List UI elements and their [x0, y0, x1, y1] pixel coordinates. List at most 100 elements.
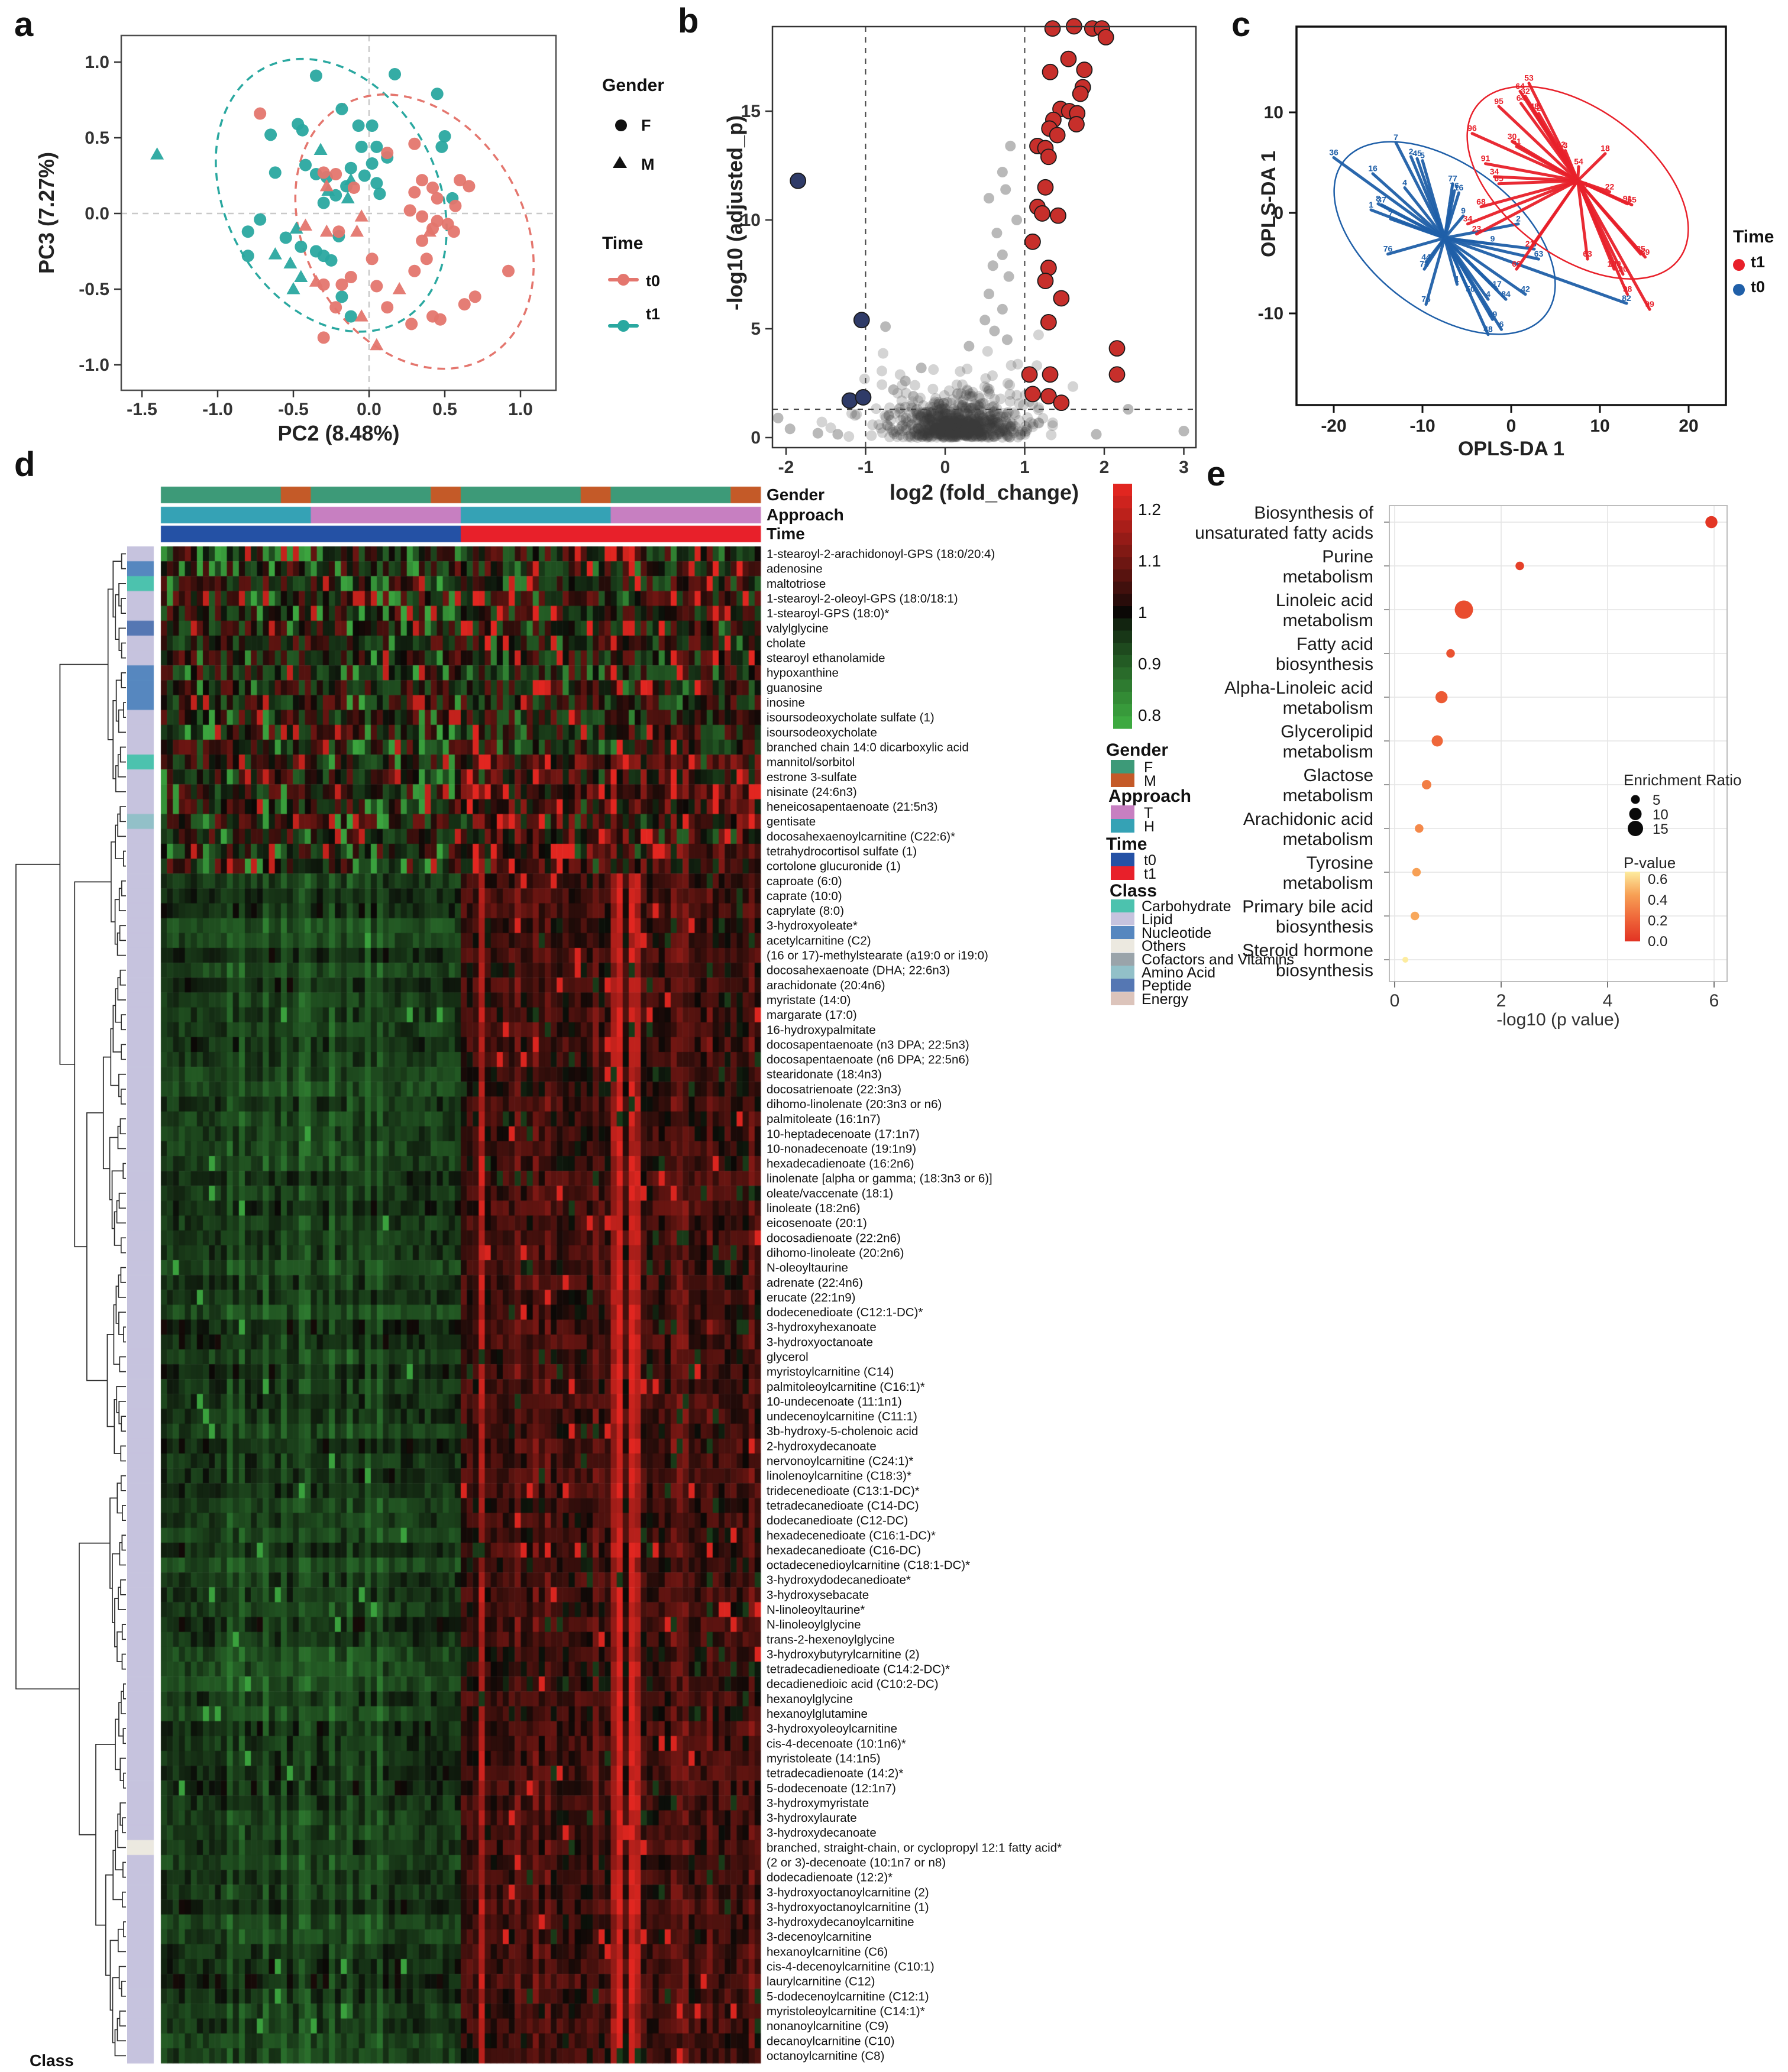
- c-ellipse-t0: [1333, 141, 1556, 335]
- b-ns-point: [984, 388, 995, 400]
- er-legend-dot: [1628, 821, 1643, 836]
- b-ns-point: [958, 394, 969, 406]
- b-ns-point: [984, 431, 995, 442]
- b-ns-point: [903, 416, 914, 428]
- b-ns-point: [965, 423, 976, 435]
- b-ns-point: [946, 421, 957, 432]
- b-ns-point: [977, 410, 988, 421]
- heatmap-row-label: 3-hydroxyoleoylcarnitine: [767, 1722, 897, 1736]
- b-ns-point: [1000, 184, 1011, 195]
- b-ns-point: [973, 411, 984, 422]
- heatmap-row-label: valylglycine: [767, 621, 829, 635]
- b-ns-point: [906, 432, 917, 443]
- e-pathway-label: biosynthesis: [1276, 655, 1373, 674]
- b-ns-point: [928, 424, 939, 435]
- d-legend-f-label: F: [1144, 759, 1153, 776]
- b-ns-point: [935, 414, 946, 425]
- heatmap-row-label: 3-hydroxydecanoylcarnitine: [767, 1915, 914, 1929]
- a-y-tick-label: 0.0: [85, 204, 109, 224]
- b-ns-point: [910, 414, 922, 425]
- c-y-tick-label: 0: [1273, 203, 1283, 223]
- b-ns-point: [942, 412, 953, 423]
- heatmap-row-label: 3-hydroxymyristate: [767, 1796, 869, 1810]
- c-sample-label: 7: [1393, 132, 1398, 142]
- b-ns-point: [962, 363, 973, 374]
- dendrogram-branch: [119, 2011, 126, 2026]
- heatmap-row-label: myristoleoylcarnitine (C14:1)*: [767, 2005, 925, 2018]
- b-ns-point: [961, 389, 972, 400]
- b-ns-point: [987, 415, 998, 426]
- colorbar-step: [1113, 630, 1132, 643]
- dendrogram-branch: [117, 2018, 126, 2042]
- heatmap-row-label: undecenoylcarnitine (C11:1): [767, 1410, 917, 1423]
- c-sample-line: [1576, 179, 1589, 261]
- b-ns-point: [877, 427, 888, 438]
- heatmap-row-label: adenosine: [767, 562, 823, 576]
- c-sample-label: 2: [1516, 214, 1521, 224]
- dendrogram-branch: [111, 1170, 124, 1229]
- heatmap-row-label: (2 or 3)-decenoate (10:1n7 or n8): [767, 1856, 946, 1870]
- b-ns-point: [917, 421, 929, 432]
- a-point: [366, 157, 379, 170]
- dendrogram-branch: [123, 850, 126, 867]
- b-ns-point: [975, 416, 986, 427]
- b-ns-point: [1002, 378, 1013, 389]
- c-sample-label: 34: [1463, 214, 1473, 224]
- dendrogram-branch: [112, 561, 122, 618]
- b-ns-point: [937, 413, 948, 425]
- b-ns-point: [963, 425, 975, 436]
- b-ns-point: [974, 426, 985, 438]
- a-point-triangle: [370, 338, 384, 351]
- b-ns-point: [962, 385, 973, 396]
- b-ns-point: [929, 396, 940, 407]
- b-ns-point: [963, 430, 974, 442]
- b-ns-point: [934, 404, 945, 415]
- b-ns-point: [988, 420, 1000, 432]
- b-ns-point: [953, 407, 964, 419]
- b-ns-point: [949, 426, 960, 438]
- b-ns-point: [950, 432, 962, 443]
- dendrogram-branch: [119, 746, 126, 763]
- class-swatch-peptide: [1111, 979, 1134, 992]
- a-x-tick-label: 0.0: [357, 400, 381, 419]
- b-ns-point: [1010, 421, 1021, 432]
- heatmap-row-label: arachidonate (20:4n6): [767, 979, 885, 992]
- b-ns-point: [950, 428, 961, 439]
- b-ns-point: [961, 402, 972, 413]
- b-ns-point: [954, 415, 965, 426]
- a-point: [317, 278, 330, 291]
- heatmap-row-label: 1-stearoyl-2-arachidonoyl-GPS (18:0/20:4…: [767, 548, 995, 561]
- b-ns-point: [927, 383, 939, 394]
- b-ns-point: [962, 416, 973, 428]
- b-ns-point: [942, 420, 953, 432]
- b-ns-point: [873, 419, 884, 430]
- b-ns-point: [938, 432, 949, 443]
- b-ns-point: [959, 406, 971, 417]
- b-ns-point: [924, 412, 935, 423]
- b-ns-point: [990, 417, 1001, 428]
- b-ns-point: [914, 410, 926, 421]
- b-ns-point: [1000, 416, 1011, 427]
- b-ns-point: [906, 419, 917, 430]
- b-ns-point: [919, 419, 930, 430]
- heatmap-row-label: 3b-hydroxy-5-cholenoic acid: [767, 1424, 918, 1438]
- b-ns-point: [953, 426, 964, 438]
- b-ns-point: [1011, 215, 1023, 225]
- e-pv-legend-title: P-value: [1624, 854, 1676, 872]
- b-ns-point: [944, 429, 955, 440]
- b-ns-point: [956, 425, 968, 436]
- c-x-tick-label: -10: [1409, 416, 1435, 436]
- class-swatch-energy: [1111, 992, 1134, 1005]
- b-ns-point: [985, 414, 997, 425]
- dendrogram-branch: [74, 881, 111, 1248]
- b-ns-point: [939, 397, 950, 409]
- b-ns-point: [948, 422, 959, 433]
- heatmap-row-label: inosine: [767, 696, 805, 710]
- b-ns-point: [963, 416, 974, 427]
- a-y-tick-label: 0.5: [85, 128, 109, 148]
- b-ns-point: [952, 426, 963, 437]
- b-ns-point: [966, 431, 977, 442]
- c-sample-label: 64: [1517, 93, 1526, 103]
- b-ns-point: [926, 407, 937, 419]
